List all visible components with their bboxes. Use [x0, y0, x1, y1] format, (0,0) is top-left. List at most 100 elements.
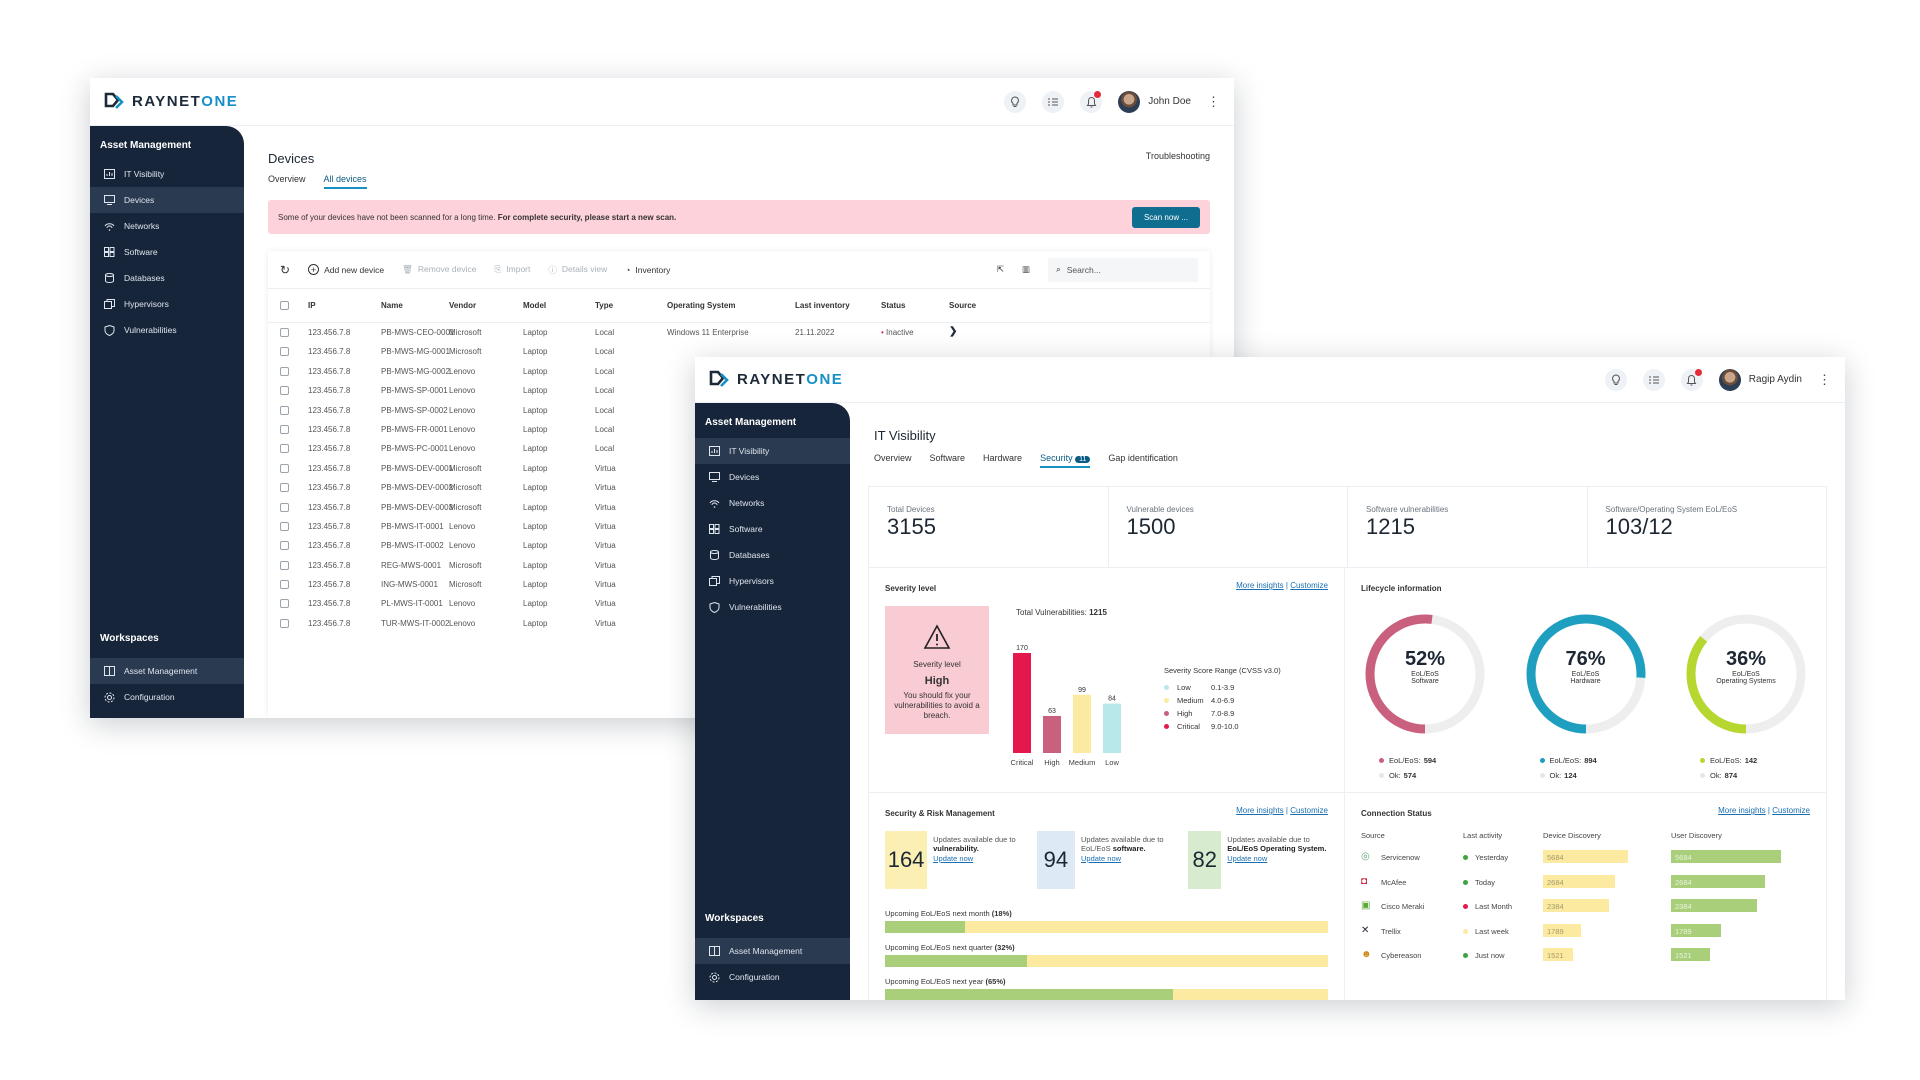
sidebar-item-software[interactable]: Software	[90, 239, 244, 265]
column-header[interactable]: Vendor	[449, 301, 477, 310]
table-row[interactable]: 123.456.7.8 ING-MWS-0001 Microsoft Laptop Vi…	[268, 575, 1210, 594]
connection-row[interactable]: ▣ Cisco Meraki Last Month 2384 2384	[1361, 896, 1810, 921]
bar-high[interactable]	[1043, 715, 1061, 753]
task-list-icon[interactable]	[1042, 90, 1065, 113]
kpi-total-devices[interactable]: Total Devices 3155	[869, 487, 1109, 567]
row-checkbox[interactable]	[280, 347, 289, 357]
table-row[interactable]: 123.456.7.8 TUR-MWS-IT-0002 Lenovo Laptop Vi…	[268, 614, 1210, 633]
details-view-button[interactable]: ⓘ Details view	[548, 264, 607, 276]
export-icon[interactable]: ⇱	[996, 264, 1004, 274]
lightbulb-icon[interactable]	[1004, 90, 1027, 113]
workspace-asset-management[interactable]: Asset Management	[695, 938, 850, 964]
more-insights-link[interactable]: More insights	[1236, 806, 1284, 815]
row-checkbox[interactable]	[280, 502, 289, 512]
table-row[interactable]: 123.456.7.8 PB-MWS-IT-0002 Lenovo Laptop Vir…	[268, 536, 1210, 555]
row-checkbox[interactable]	[280, 444, 289, 454]
more-insights-link[interactable]: More insights	[1718, 806, 1766, 815]
column-header[interactable]: Name	[381, 301, 403, 310]
tab-gap-identification[interactable]: Gap identification	[1108, 453, 1178, 463]
connection-row[interactable]: ☻ Cybereason Just now 1521 1521	[1361, 945, 1810, 970]
table-row[interactable]: 123.456.7.8 PB-MWS-FR-0001 Lenovo Laptop Loc…	[268, 420, 1210, 439]
sidebar-item-databases[interactable]: Databases	[695, 542, 850, 568]
column-header[interactable]: Source	[949, 301, 977, 310]
table-row[interactable]: 123.456.7.8 PB-MWS-PC-0001 Lenovo Laptop Loc…	[268, 439, 1210, 458]
row-checkbox[interactable]	[280, 560, 289, 570]
connection-row[interactable]: ◎ Servicenow Yesterday 5684 5684	[1361, 847, 1810, 872]
update-now-link[interactable]: Update now	[1227, 853, 1268, 863]
remove-device-button[interactable]: 🗑 Remove device	[402, 264, 476, 275]
kpi-vulnerable-devices[interactable]: Vulnerable devices 1500	[1109, 487, 1348, 567]
user-menu[interactable]: John Doe	[1118, 90, 1191, 113]
row-checkbox[interactable]	[280, 424, 289, 434]
table-row[interactable]: 123.456.7.8 PB-MWS-IT-0001 Lenovo Laptop Vir…	[268, 517, 1210, 536]
column-header[interactable]: Status	[881, 301, 906, 310]
columns-icon[interactable]: ▥	[1021, 264, 1030, 274]
kpi-eol-eos[interactable]: Software/Operating System EoL/EoS 103/12	[1588, 487, 1827, 567]
sidebar-item-software[interactable]: Software	[695, 516, 850, 542]
update-now-link[interactable]: Update now	[1081, 853, 1122, 863]
lifecycle-ring[interactable]: 36% EoL/EoS Operating Systems EoL/EoS: 142 Ok…	[1676, 604, 1816, 783]
column-header[interactable]: IP	[308, 301, 316, 310]
bar-critical[interactable]	[1013, 653, 1031, 753]
sidebar-item-hypervisors[interactable]: Hypervisors	[90, 291, 244, 317]
customize-link[interactable]: Customize	[1772, 806, 1810, 815]
sidebar-item-hypervisors[interactable]: Hypervisors	[695, 568, 850, 594]
troubleshooting-link[interactable]: Troubleshooting	[1145, 151, 1210, 161]
bell-icon[interactable]	[1680, 368, 1703, 391]
table-row[interactable]: 123.456.7.8 PB-MWS-MG-0002 Lenovo Laptop Loc…	[268, 362, 1210, 381]
update-tile[interactable]: 164 Updates available due to vulnerabilit…	[885, 831, 1025, 889]
more-vertical-icon[interactable]: ⋮	[1207, 93, 1220, 109]
lifecycle-ring[interactable]: 52% EoL/EoS Software EoL/EoS: 594 Ok: 574	[1355, 604, 1495, 783]
more-insights-link[interactable]: More insights	[1236, 581, 1284, 590]
sidebar-item-databases[interactable]: Databases	[90, 265, 244, 291]
table-row[interactable]: 123.456.7.8 PB-MWS-SP-0001 Lenovo Laptop Loc…	[268, 381, 1210, 400]
select-all-checkbox[interactable]	[280, 301, 289, 310]
connection-row[interactable]: ◘ McAfee Today 2684 2684	[1361, 872, 1810, 897]
connection-row[interactable]: ✕ Trellix Last week 1789 1789	[1361, 921, 1810, 946]
add-device-button[interactable]: + Add new device	[308, 264, 384, 275]
raynetone-logo[interactable]: RAYNET ONE	[104, 92, 238, 112]
row-checkbox[interactable]	[280, 463, 289, 473]
workspace-configuration[interactable]: Configuration	[90, 684, 244, 710]
update-now-link[interactable]: Update now	[933, 853, 974, 863]
column-header[interactable]: Type	[595, 301, 614, 310]
row-checkbox[interactable]	[280, 599, 289, 609]
kpi-software-vulnerabilities[interactable]: Software vulnerabilities 1215	[1348, 487, 1588, 567]
row-checkbox[interactable]	[280, 483, 289, 493]
table-row[interactable]: 123.456.7.8 PB-MWS-DEV-0003 Microsoft Lapto…	[268, 498, 1210, 517]
task-list-icon[interactable]	[1642, 368, 1665, 391]
refresh-icon[interactable]: ↻	[280, 262, 291, 277]
workspace-configuration[interactable]: Configuration	[695, 964, 850, 990]
user-menu[interactable]: Ragip Aydin	[1718, 368, 1802, 391]
column-header[interactable]: Model	[523, 301, 547, 310]
sidebar-item-vulnerabilities[interactable]: Vulnerabilities	[90, 317, 244, 343]
search-input[interactable]: Search...	[1066, 264, 1101, 275]
import-button[interactable]: ⎘ Import	[494, 264, 530, 275]
raynetone-logo[interactable]: RAYNET ONE	[709, 370, 843, 390]
workspace-asset-management[interactable]: Asset Management	[90, 658, 244, 684]
bell-icon[interactable]	[1080, 90, 1103, 113]
inventory-button[interactable]: ◔ Inventory	[625, 265, 670, 275]
table-row[interactable]: 123.456.7.8 PB-MWS-SP-0002 Lenovo Laptop Loc…	[268, 401, 1210, 420]
sidebar-item-networks[interactable]: Networks	[90, 213, 244, 239]
lifecycle-ring[interactable]: 76% EoL/EoS Hardware EoL/EoS: 894 Ok: 124	[1516, 604, 1656, 783]
sidebar-item-it-visibility[interactable]: IT Visibility	[695, 438, 850, 464]
sidebar-item-devices[interactable]: Devices	[695, 464, 850, 490]
row-checkbox[interactable]	[280, 328, 289, 337]
bar-medium[interactable]	[1073, 694, 1091, 753]
table-row[interactable]: 123.456.7.8 REG-MWS-0001 Microsoft Laptop Vi…	[268, 556, 1210, 575]
sidebar-item-vulnerabilities[interactable]: Vulnerabilities	[695, 594, 850, 620]
tab-software[interactable]: Software	[929, 453, 966, 463]
tab-overview[interactable]: Overview	[874, 453, 912, 463]
column-header[interactable]: Last inventory	[795, 301, 850, 310]
sidebar-item-it-visibility[interactable]: IT Visibility	[90, 161, 244, 187]
table-row[interactable]: 123.456.7.8 PL-MWS-IT-0001 Lenovo Laptop Vir…	[268, 594, 1210, 613]
bar-low[interactable]	[1103, 703, 1121, 753]
table-row[interactable]: 123.456.7.8 PB-MWS-MG-0001 Microsoft Laptop…	[268, 342, 1210, 361]
row-checkbox[interactable]	[280, 580, 289, 590]
row-checkbox[interactable]	[280, 521, 289, 531]
customize-link[interactable]: Customize	[1290, 806, 1328, 815]
tab-all-devices[interactable]: All devices	[323, 174, 367, 189]
search-box[interactable]: ⌕ Search...	[1048, 257, 1198, 282]
row-checkbox[interactable]	[280, 366, 289, 376]
